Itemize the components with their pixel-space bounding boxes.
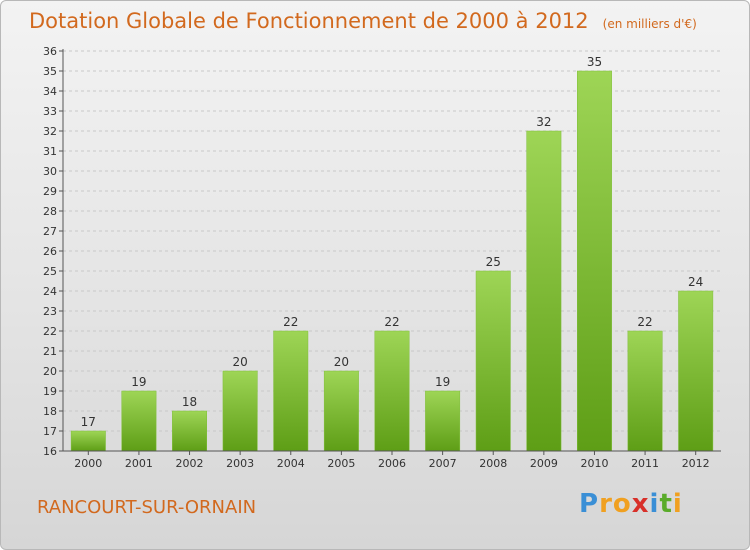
data-label: 24 [688,275,703,289]
y-tick-label: 18 [43,405,57,418]
y-tick-label: 19 [43,385,57,398]
y-tick-label: 23 [43,305,57,318]
data-label: 17 [81,415,96,429]
x-tick-label: 2002 [176,457,204,470]
x-tick-label: 2008 [479,457,507,470]
y-tick-label: 29 [43,185,57,198]
bar [273,330,309,452]
x-tick-label: 2005 [327,457,355,470]
data-label: 19 [131,375,146,389]
bars-layer: 17 19 18 20 22 20 22 19 25 32 35 22 24 [70,55,714,452]
data-label: 18 [182,395,197,409]
bar [323,370,359,452]
bar [526,130,562,452]
chart-title: Dotation Globale de Fonctionnement de 20… [29,9,697,33]
y-tick-label: 17 [43,425,57,438]
bar [172,410,207,452]
x-tick-label: 2004 [277,457,305,470]
data-label: 22 [283,315,298,329]
bar [627,330,663,452]
bar [678,290,714,452]
y-tick-label: 33 [43,105,57,118]
y-tick-label: 20 [43,365,57,378]
bar [475,270,511,452]
x-tick-label: 2012 [682,457,710,470]
x-tick-label: 2003 [226,457,254,470]
chart-title-text: Dotation Globale de Fonctionnement de 20… [29,9,589,33]
y-tick-label: 24 [43,285,57,298]
y-tick-label: 32 [43,125,57,138]
data-label: 22 [384,315,399,329]
data-label: 32 [536,115,551,129]
y-tick-label: 21 [43,345,57,358]
bar [121,390,157,452]
y-tick-label: 22 [43,325,57,338]
data-label: 20 [233,355,248,369]
bar [70,430,106,452]
x-tick-label: 2000 [74,457,102,470]
x-tick-label: 2007 [429,457,457,470]
x-tick-label: 2011 [631,457,659,470]
y-tick-label: 35 [43,65,57,78]
y-tick-label: 36 [43,45,57,58]
y-tick-label: 25 [43,265,57,278]
y-tick-label: 31 [43,145,57,158]
commune-name: RANCOURT-SUR-ORNAIN [37,497,257,518]
chart-subtitle: (en milliers d'€) [602,17,697,31]
bar [577,70,612,452]
x-tick-label: 2010 [580,457,608,470]
y-tick-label: 34 [43,85,57,98]
axis-layer: 16 17 18 19 20 21 22 23 24 25 26 27 28 29 30 31 32 33 34 35… [43,45,721,470]
x-tick-label: 2001 [125,457,153,470]
data-label: 22 [637,315,652,329]
x-tick-label: 2009 [530,457,558,470]
bar [425,390,461,452]
x-tick-label: 2006 [378,457,406,470]
bar [374,330,410,452]
y-tick-label: 16 [43,445,57,458]
data-label: 19 [435,375,450,389]
y-tick-label: 28 [43,205,57,218]
y-tick-label: 26 [43,245,57,258]
data-label: 20 [334,355,349,369]
bar [222,370,258,452]
data-label: 35 [587,55,602,69]
data-label: 25 [486,255,501,269]
y-tick-label: 27 [43,225,57,238]
proxiti-logo: Proxiti [579,489,683,519]
y-tick-label: 30 [43,165,57,178]
